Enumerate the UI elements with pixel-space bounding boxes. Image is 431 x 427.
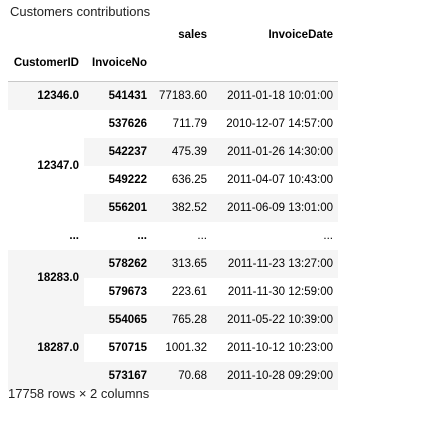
customer-id-cell: ... [8, 222, 84, 250]
invoice-no-cell: 542237 [108, 146, 147, 158]
sales-cell: 765.28 [171, 314, 207, 326]
sales-cell: 636.25 [171, 174, 207, 186]
sales-cell: 1001.32 [165, 342, 207, 354]
customers-table: Customers contributions sales InvoiceDat… [8, 4, 338, 390]
table-row: 579673 223.61 2011-11-30 12:59:00 [8, 278, 338, 306]
sales-cell: 313.65 [171, 258, 207, 270]
customer-id-cell: 12347.0 [8, 110, 84, 222]
invoice-no-cell: 578262 [108, 258, 147, 270]
index-name-row: CustomerID InvoiceNo [8, 45, 338, 82]
blank-header [8, 25, 84, 45]
invoice-no-cell: 541431 [108, 90, 147, 102]
sales-cell: 77183.60 [159, 90, 207, 102]
row-count-footer: 17758 rows × 2 columns [8, 386, 150, 401]
invoice-date-cell: 2011-06-09 13:01:00 [227, 202, 333, 214]
table-row: 12347.0 537626 711.79 2010-12-07 14:57:00 [8, 110, 338, 222]
invoice-no-cell: 570715 [108, 342, 147, 354]
invoice-date-cell: 2011-01-18 10:01:00 [227, 90, 333, 102]
invoice-no-cell: 579673 [108, 286, 147, 298]
column-header-sales: sales [178, 29, 207, 41]
invoice-date-cell: 2011-10-28 09:29:00 [227, 370, 333, 382]
column-header-row: sales InvoiceDate [8, 25, 338, 45]
invoice-no-cell: ... [137, 230, 147, 242]
invoice-no-cell: 573167 [108, 370, 147, 382]
table-row: ............ [8, 222, 338, 250]
table-row: 549222 636.25 2011-04-07 10:43:00 [8, 166, 338, 194]
customer-id-cell: 12346.0 [8, 81, 84, 110]
invoice-no-cell: 537626 [108, 118, 147, 130]
blank-header [152, 45, 212, 82]
invoice-date-cell: 2011-04-07 10:43:00 [227, 174, 333, 186]
invoice-date-cell: 2011-10-12 10:23:00 [227, 342, 333, 354]
invoice-no-cell: 556201 [108, 202, 147, 214]
table-body: 12346.0 541431 77183.60 2011-01-18 10:01:00… [8, 81, 338, 390]
invoice-date-cell: 2011-05-22 10:39:00 [227, 314, 333, 326]
dataframe-output: Customers contributions sales InvoiceDat… [8, 4, 426, 390]
invoice-date-cell: 2011-11-23 13:27:00 [227, 258, 333, 270]
customer-id-cell: 18283.0 [8, 250, 84, 306]
index-name-customerid: CustomerID [13, 57, 79, 69]
table-caption: Customers contributions [10, 4, 151, 19]
sales-cell: 475.39 [171, 146, 207, 158]
sales-cell: 223.61 [171, 286, 207, 298]
sales-cell: 70.68 [178, 370, 207, 382]
invoice-date-cell: 2010-12-07 14:57:00 [226, 118, 333, 130]
invoice-no-cell: 554065 [108, 314, 147, 326]
invoice-date-cell: 2011-01-26 14:30:00 [227, 146, 333, 158]
sales-cell: 382.52 [171, 202, 207, 214]
table-row: 18287.0 554065 765.28 2011-05-22 10:39:00 [8, 306, 338, 390]
table-row: 570715 1001.32 2011-10-12 10:23:00 [8, 334, 338, 362]
invoice-no-cell: 549222 [108, 174, 147, 186]
column-header-invoicedate: InvoiceDate [268, 29, 333, 41]
sales-cell: ... [197, 230, 207, 242]
table-row: 12346.0 541431 77183.60 2011-01-18 10:01:00 [8, 81, 338, 110]
blank-header [84, 25, 152, 45]
table-row: 18283.0 578262 313.65 2011-11-23 13:27:00 [8, 250, 338, 306]
blank-header [212, 45, 338, 82]
invoice-date-cell: 2011-11-30 12:59:00 [227, 286, 333, 298]
index-name-invoiceno: InvoiceNo [92, 57, 147, 69]
invoice-date-cell: ... [323, 230, 333, 242]
sales-cell: 711.79 [172, 118, 207, 130]
customer-id-cell: 18287.0 [8, 306, 84, 390]
